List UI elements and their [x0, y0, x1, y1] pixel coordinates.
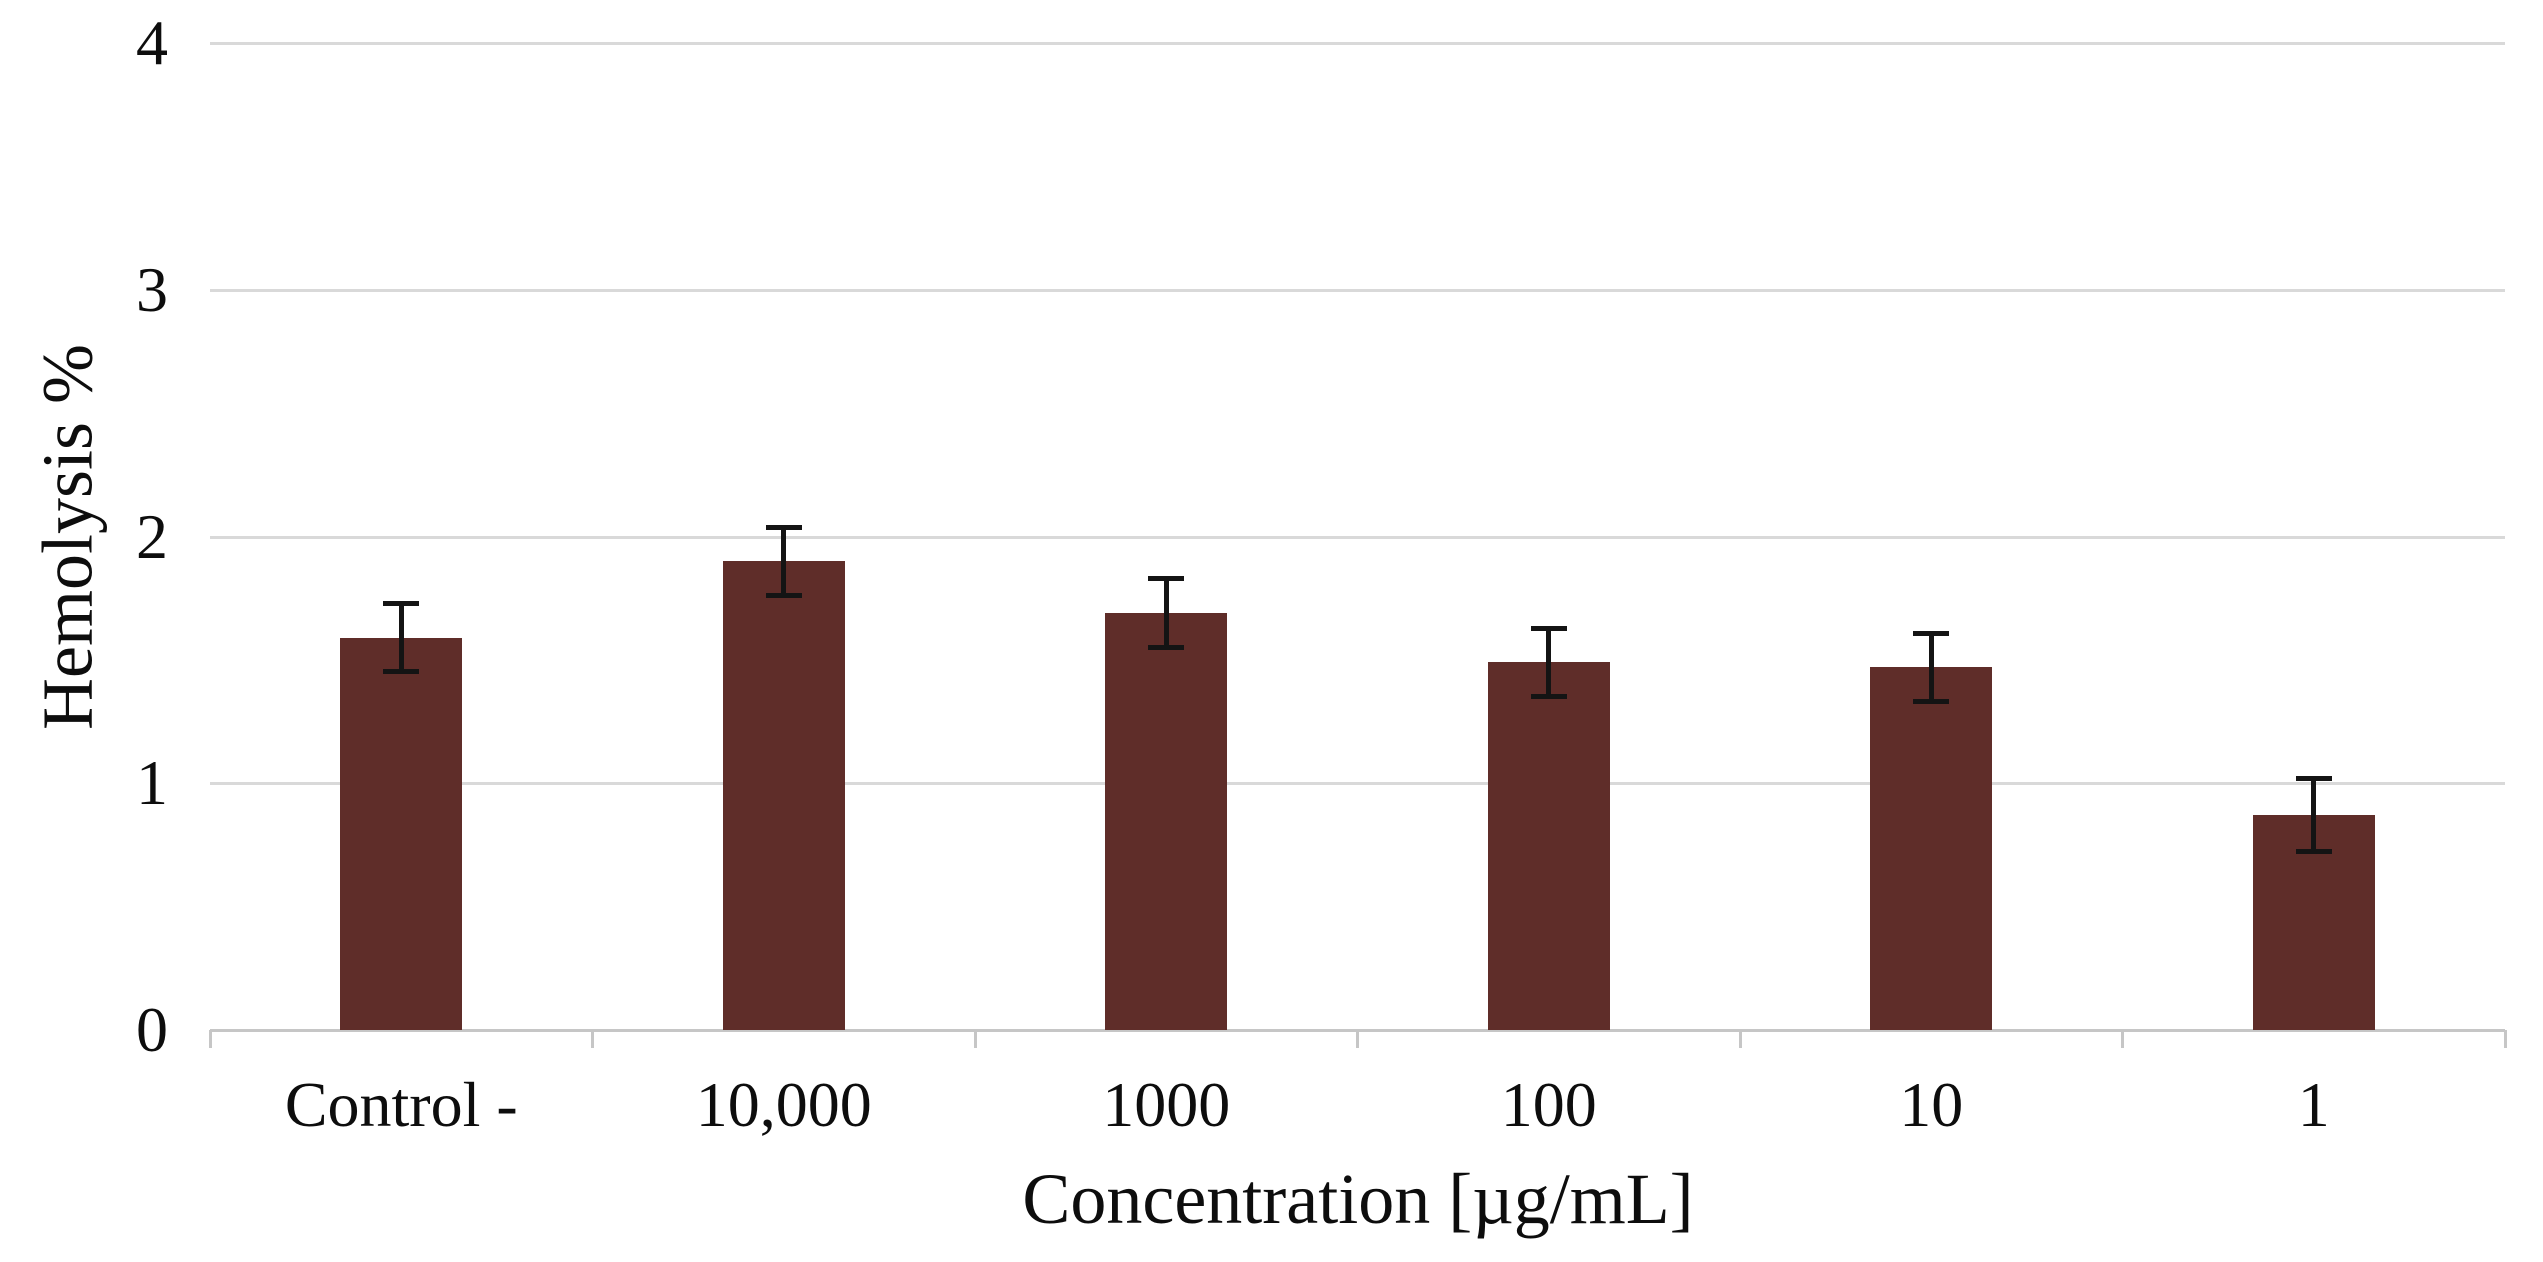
- x-axis-tick: [973, 1030, 977, 1048]
- bar: [1487, 662, 1610, 1030]
- x-axis-tick: [1356, 1030, 1359, 1048]
- error-bar-cap-top: [2295, 776, 2332, 782]
- x-axis-tick: [2121, 1030, 2124, 1048]
- y-tick-label: 1: [136, 747, 168, 819]
- x-axis-title: Concentration [µg/mL]: [1022, 1159, 1694, 1239]
- x-tick-label: Control -: [284, 1069, 518, 1140]
- error-bar-line: [1546, 627, 1552, 697]
- error-bar-cap-bottom: [1530, 693, 1567, 699]
- gridline: [210, 288, 2505, 292]
- x-tick-label: 1: [2297, 1069, 2330, 1140]
- x-tick-label: 10: [1899, 1069, 1964, 1140]
- x-axis-tick: [208, 1030, 212, 1048]
- error-bar-cap-top: [1530, 625, 1567, 631]
- error-bar-cap-bottom: [1913, 698, 1950, 704]
- error-bar-line: [2311, 778, 2317, 853]
- error-bar-cap-top: [765, 524, 802, 530]
- error-bar-line: [1163, 578, 1169, 648]
- error-bar-cap-top: [383, 601, 420, 607]
- x-tick-label: 10,000: [695, 1069, 872, 1140]
- x-axis-tick: [2503, 1030, 2507, 1048]
- error-bar-cap-bottom: [383, 669, 420, 675]
- y-tick-label: 4: [136, 7, 168, 78]
- error-bar-line: [781, 526, 787, 596]
- error-bar-cap-bottom: [2295, 849, 2332, 855]
- x-tick-label: 100: [1500, 1069, 1597, 1140]
- bar: [1105, 612, 1228, 1030]
- error-bar-cap-bottom: [765, 592, 802, 598]
- y-tick-label: 0: [136, 994, 168, 1065]
- error-bar-cap-bottom: [1148, 644, 1185, 650]
- error-bar-cap-top: [1148, 576, 1185, 582]
- error-bar-line: [398, 603, 404, 673]
- x-axis-tick: [1738, 1030, 1742, 1048]
- bar: [722, 561, 845, 1030]
- gridline: [210, 535, 2505, 539]
- plot-area: [208, 42, 2507, 1048]
- y-tick-label: 3: [136, 253, 168, 325]
- bar: [340, 637, 463, 1030]
- bar: [1870, 667, 1993, 1030]
- x-tick-label: 1000: [1102, 1069, 1231, 1140]
- gridline: [210, 42, 2505, 45]
- y-tick-label: 2: [136, 500, 168, 572]
- x-axis-tick: [591, 1030, 594, 1048]
- error-bar-cap-top: [1913, 630, 1950, 636]
- error-bar-line: [1928, 632, 1934, 702]
- gridline: [210, 782, 2505, 786]
